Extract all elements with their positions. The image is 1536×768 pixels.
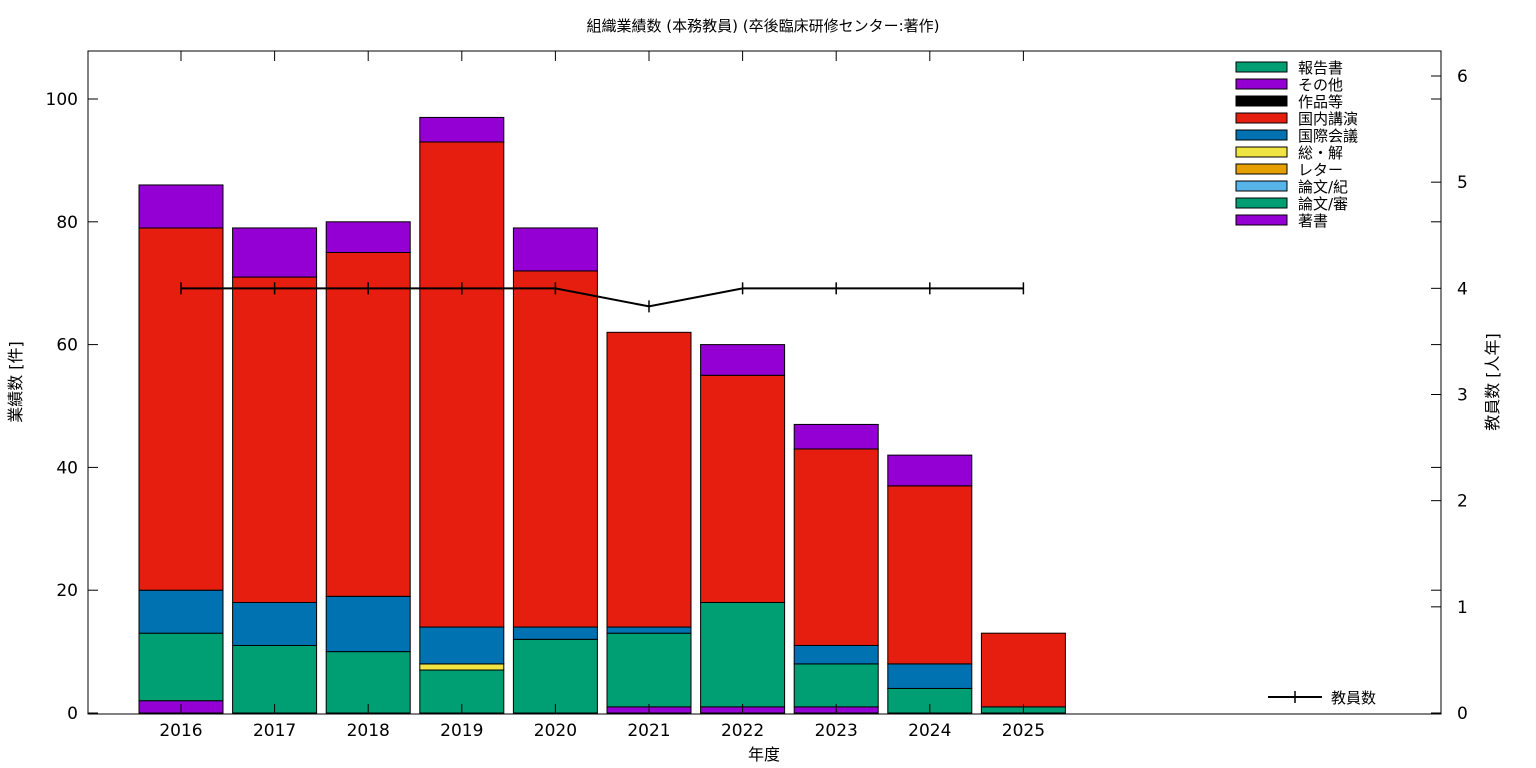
- y-axis-ticks: 0 20 40 60 80 100: [46, 90, 1441, 724]
- bar-segment-2020-1: [512, 638, 598, 714]
- legend-swatch: [1235, 180, 1288, 192]
- bar-segment-2019-8: [419, 116, 505, 143]
- bar-segment-2016-6: [138, 227, 224, 591]
- x-tick-label: 2022: [721, 721, 764, 741]
- y-tick-label: 100: [46, 90, 78, 110]
- y-tick-label: 40: [56, 458, 78, 478]
- bar-segment-2017-1: [232, 644, 318, 714]
- line-legend-label: 教員数: [1331, 689, 1376, 707]
- faculty-line: [180, 282, 1025, 313]
- y2-tick-label: 3: [1457, 386, 1468, 406]
- y2-tick-label: 5: [1457, 173, 1468, 193]
- bar-segments: [138, 116, 1066, 714]
- bar-segment-2024-8: [887, 454, 973, 487]
- y-tick-label: 20: [56, 581, 78, 601]
- bar-segment-2022-1: [700, 601, 786, 708]
- bar-segment-2020-5: [512, 626, 598, 640]
- y2-tick-label: 4: [1457, 279, 1468, 299]
- plot-frame: [87, 50, 1442, 715]
- legend-swatch: [1235, 146, 1288, 158]
- bar-segment-2016-1: [138, 632, 224, 702]
- legend-label: 著書: [1298, 212, 1328, 230]
- x-tick-label: 2021: [627, 721, 670, 741]
- bar-segment-2021-5: [606, 626, 692, 634]
- y-axis-label: 業績数 [件]: [6, 341, 25, 423]
- legend-label: 作品等: [1298, 93, 1343, 111]
- legend-swatch: [1235, 163, 1288, 175]
- bar-segment-2019-6: [419, 141, 505, 628]
- legend-label: 総・解: [1298, 144, 1343, 162]
- x-tick-label: 2019: [440, 721, 483, 741]
- x-tick-label: 2016: [159, 721, 202, 741]
- y-tick-label: 0: [67, 704, 78, 724]
- bar-segment-2019-5: [419, 626, 505, 665]
- x-tick-label: 2024: [908, 721, 951, 741]
- bar-segment-2023-1: [793, 663, 879, 708]
- y2-axis-label: 教員数 [人年]: [1483, 333, 1502, 431]
- legend-swatch: [1235, 78, 1288, 90]
- legend-swatch: [1235, 112, 1288, 124]
- x-axis-label: 年度: [748, 745, 780, 764]
- legend-label: 論文/紀: [1298, 178, 1348, 196]
- y2-tick-label: 1: [1457, 598, 1468, 618]
- bar-segment-2022-6: [700, 374, 786, 603]
- bar-segment-2018-5: [325, 595, 411, 653]
- bar-segment-2017-5: [232, 601, 318, 646]
- x-tick-label: 2017: [253, 721, 296, 741]
- legend-swatch: [1235, 61, 1288, 73]
- legend-label: レター: [1298, 161, 1343, 179]
- y2-tick-label: 6: [1457, 67, 1468, 87]
- legend-label: 国内講演: [1298, 110, 1358, 128]
- y-tick-label: 60: [56, 336, 78, 356]
- legend-swatch: [1235, 129, 1288, 141]
- bar-segment-2016-8: [138, 184, 224, 229]
- legend-swatch: [1235, 95, 1288, 107]
- bar-segment-2023-8: [793, 423, 879, 450]
- x-tick-label: 2023: [815, 721, 858, 741]
- x-axis-ticks: 2016 2017 2018 2019 2020 2021 2022 2023 2024 2025: [159, 51, 1045, 741]
- legend-swatch: [1235, 214, 1288, 226]
- bar-segment-2018-1: [325, 651, 411, 714]
- bar-segment-2017-6: [232, 276, 318, 603]
- legend-label: その他: [1298, 76, 1343, 94]
- bar-segment-2023-6: [793, 448, 879, 646]
- bar-segment-2024-5: [887, 663, 973, 689]
- bar-segment-2018-6: [325, 252, 411, 597]
- y2-axis-ticks: 0 1 2 3 4 5 6: [1431, 67, 1468, 724]
- bar-segment-2021-1: [606, 632, 692, 708]
- legend-label: 国際会議: [1298, 127, 1358, 145]
- legend-label: 論文/審: [1298, 195, 1348, 213]
- bar-segment-2024-6: [887, 485, 973, 665]
- x-tick-label: 2018: [347, 721, 390, 741]
- x-tick-label: 2025: [1002, 721, 1045, 741]
- bar-segment-2018-8: [325, 221, 411, 254]
- bar-segment-2019-4: [419, 663, 505, 671]
- legend-swatch: [1235, 197, 1288, 209]
- y-tick-label: 80: [56, 213, 78, 233]
- line-legend: 教員数: [1268, 689, 1376, 707]
- bar-segment-2016-5: [138, 589, 224, 634]
- x-tick-label: 2020: [534, 721, 577, 741]
- faculty-line-path: [181, 287, 1024, 308]
- y2-tick-label: 2: [1457, 492, 1468, 512]
- bar-segment-2025-6: [980, 632, 1066, 708]
- bar-segment-2020-8: [512, 227, 598, 272]
- chart-title: 組織業績数 (本務教員) (卒後臨床研修センター:著作): [586, 17, 939, 35]
- legend-label: 報告書: [1298, 59, 1343, 77]
- bar-segment-2022-8: [700, 344, 786, 376]
- bar-segment-2023-5: [793, 644, 879, 665]
- bar-segment-2021-6: [606, 331, 692, 628]
- bar-segment-2017-8: [232, 227, 318, 278]
- bar-segment-2020-6: [512, 270, 598, 628]
- y2-tick-label: 0: [1457, 704, 1468, 724]
